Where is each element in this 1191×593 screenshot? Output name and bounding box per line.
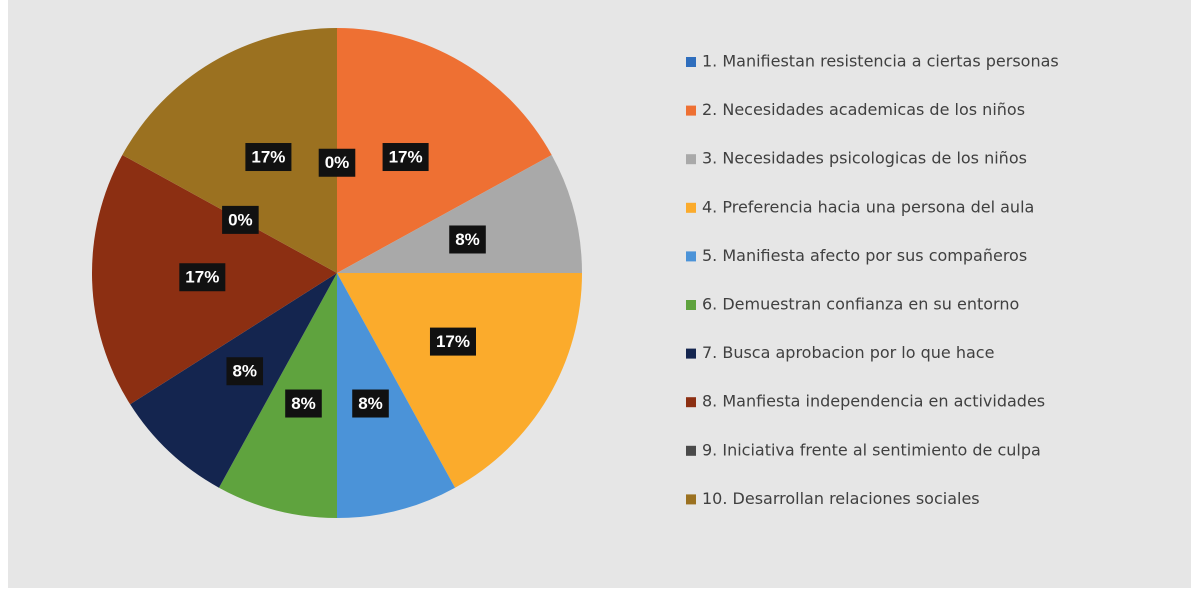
pie-slice [337,154,582,273]
value-label-group: 8% [285,389,322,418]
value-label: 8% [232,362,257,381]
legend-label: 10. Desarrollan relaciones sociales [702,489,980,508]
value-label-group: 17% [245,143,292,172]
legend-swatch [686,348,696,359]
legend-label: 5. Manifiesta afecto por sus compañeros [702,246,1027,265]
legend-label: 8. Manfiesta independencia en actividade… [702,392,1045,411]
value-label-group: 8% [352,389,389,418]
value-label-box [285,389,322,418]
legend-swatch [686,445,696,456]
value-label-group: 0% [318,148,356,177]
value-label: 17% [436,332,470,351]
legend-swatch [686,105,696,116]
legend-swatch [686,251,696,262]
value-label-group: 17% [382,143,429,172]
value-label: 17% [185,268,219,287]
value-label: 8% [291,394,316,413]
legend-swatch [686,300,696,310]
value-label: 0% [325,153,350,172]
pie-slice [337,273,456,518]
legend-label: 9. Iniciativa frente al sentimiento de c… [702,440,1041,459]
value-label-box [382,143,429,172]
value-label-group: 17% [179,263,226,292]
value-label: 0% [228,210,253,229]
legend-label: 6. Demuestran confianza en su entorno [702,295,1019,314]
legend-label: 3. Necesidades psicologicas de los niños [702,149,1027,168]
value-label-box [245,143,292,172]
value-label-group: 8% [449,225,486,254]
value-label-box [352,389,389,418]
value-label: 17% [389,147,423,166]
value-label: 8% [455,230,480,249]
value-label-group: 0% [222,205,259,234]
legend-label: 1. Manifiestan resistencia a ciertas per… [702,52,1059,71]
legend-label: 7. Busca aprobacion por lo que hace [702,343,994,362]
legend-swatch [686,154,696,165]
value-label-group: 17% [429,327,477,356]
pie-slice [218,273,337,518]
value-label-group: 8% [226,357,264,386]
legend-swatch [686,494,696,505]
pie-slice [122,28,337,273]
legend-swatch [686,202,696,213]
legend-label: 4. Preferencia hacia una persona del aul… [702,197,1034,216]
value-label: 8% [358,394,383,413]
value-label-box [318,148,356,177]
legend-label: 2. Necesidades academicas de los niños [702,100,1025,119]
value-label-box [179,263,226,292]
legend-swatch [686,397,696,408]
pie-slice [337,273,582,488]
legend-swatch [686,57,696,67]
value-label: 17% [251,147,285,166]
value-label-box [449,225,486,254]
value-label-box [226,357,264,386]
pie-slice [337,28,552,273]
value-label-box [429,327,477,356]
value-label-box [222,205,259,234]
